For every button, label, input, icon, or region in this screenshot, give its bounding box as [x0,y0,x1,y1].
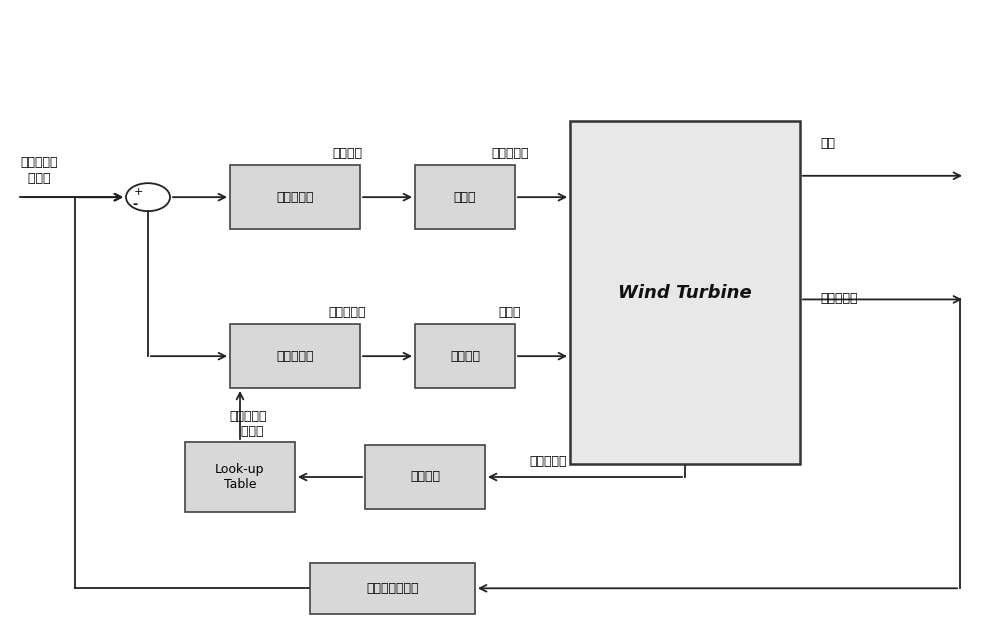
Text: 推力消减: 推力消减 [410,471,440,483]
Bar [415,165,515,229]
Bar [570,121,800,464]
Text: 设定值: 设定值 [20,172,50,184]
Text: +: + [133,187,143,197]
Text: 限定值: 限定值 [233,425,263,438]
Bar [185,442,295,512]
Text: 发电机转矩: 发电机转矩 [491,148,529,160]
Text: 发电机转速: 发电机转速 [20,156,58,169]
Bar [365,445,485,509]
Text: 最小桨距角: 最小桨距角 [229,410,267,423]
Text: 功率: 功率 [820,137,835,149]
Text: Look-up
Table: Look-up Table [215,463,265,491]
Text: Wind Turbine: Wind Turbine [618,284,752,301]
Text: 变桨系统: 变桨系统 [450,350,480,363]
Text: 发电机转速: 发电机转速 [820,293,858,305]
Text: 转矩控制器: 转矩控制器 [276,191,314,204]
Text: 桨距角给定: 桨距角给定 [328,307,366,319]
Bar [310,563,475,614]
Text: 桨距角: 桨距角 [499,307,521,319]
Text: 发电机测量转速: 发电机测量转速 [366,582,419,595]
Text: 变桨控制器: 变桨控制器 [276,350,314,363]
Text: -: - [132,198,138,211]
Text: 转矩给定: 转矩给定 [332,148,362,160]
Bar [230,165,360,229]
Bar [415,324,515,388]
Text: 机舱加速度: 机舱加速度 [529,455,567,467]
Bar [230,324,360,388]
Text: 变频器: 变频器 [454,191,476,204]
